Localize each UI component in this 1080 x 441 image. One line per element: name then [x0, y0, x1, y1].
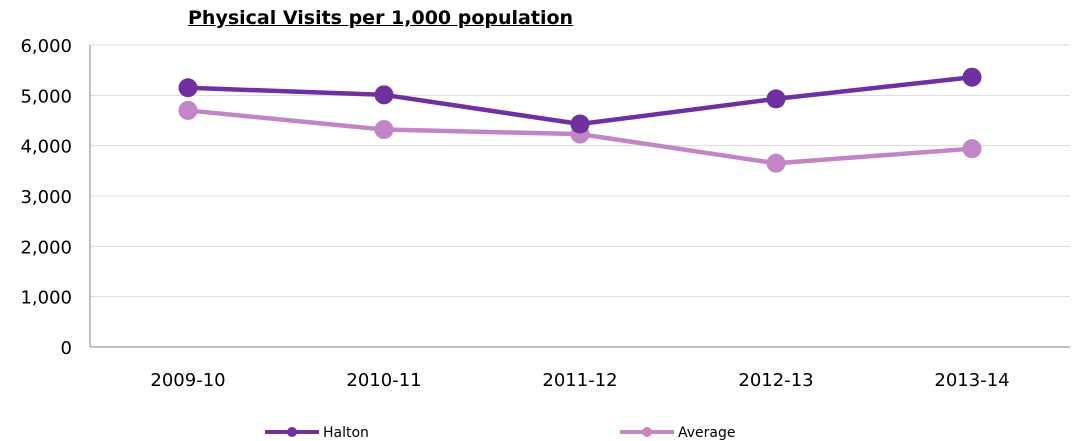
y-tick-label: 1,000	[20, 288, 72, 309]
series-group	[178, 67, 982, 173]
data-point-average	[178, 100, 198, 120]
x-tick-label: 2011-12	[542, 370, 617, 391]
y-tick-label: 3,000	[20, 187, 72, 208]
gridlines	[90, 44, 1070, 298]
data-point-average	[374, 120, 394, 140]
y-tick-label: 0	[61, 338, 72, 359]
legend-marker-average	[642, 427, 652, 437]
x-tick-label: 2010-11	[346, 370, 421, 391]
data-point-halton	[374, 85, 394, 105]
data-point-halton	[178, 78, 198, 98]
y-axis: 0 1,000 2,000 3,000 4,000 5,000 6,000	[20, 36, 91, 359]
y-tick-label: 2,000	[20, 237, 72, 258]
legend: Halton Average	[265, 425, 736, 441]
legend-marker-halton	[287, 427, 297, 437]
x-tick-label: 2012-13	[738, 370, 813, 391]
y-tick-label: 5,000	[20, 86, 72, 107]
y-tick-label: 6,000	[20, 36, 72, 57]
x-axis: 2009-10 2010-11 2011-12 2012-13 2013-14	[90, 346, 1070, 391]
y-tick-label: 4,000	[20, 137, 72, 158]
data-point-halton	[570, 114, 590, 134]
x-tick-label: 2013-14	[934, 370, 1009, 391]
data-point-average	[766, 153, 786, 173]
chart-title: Physical Visits per 1,000 population	[188, 7, 574, 29]
x-tick-label: 2009-10	[150, 370, 225, 391]
data-point-average	[962, 139, 982, 159]
legend-label-average: Average	[678, 425, 736, 441]
data-point-halton	[962, 67, 982, 87]
data-point-halton	[766, 89, 786, 109]
legend-label-halton: Halton	[323, 425, 369, 441]
